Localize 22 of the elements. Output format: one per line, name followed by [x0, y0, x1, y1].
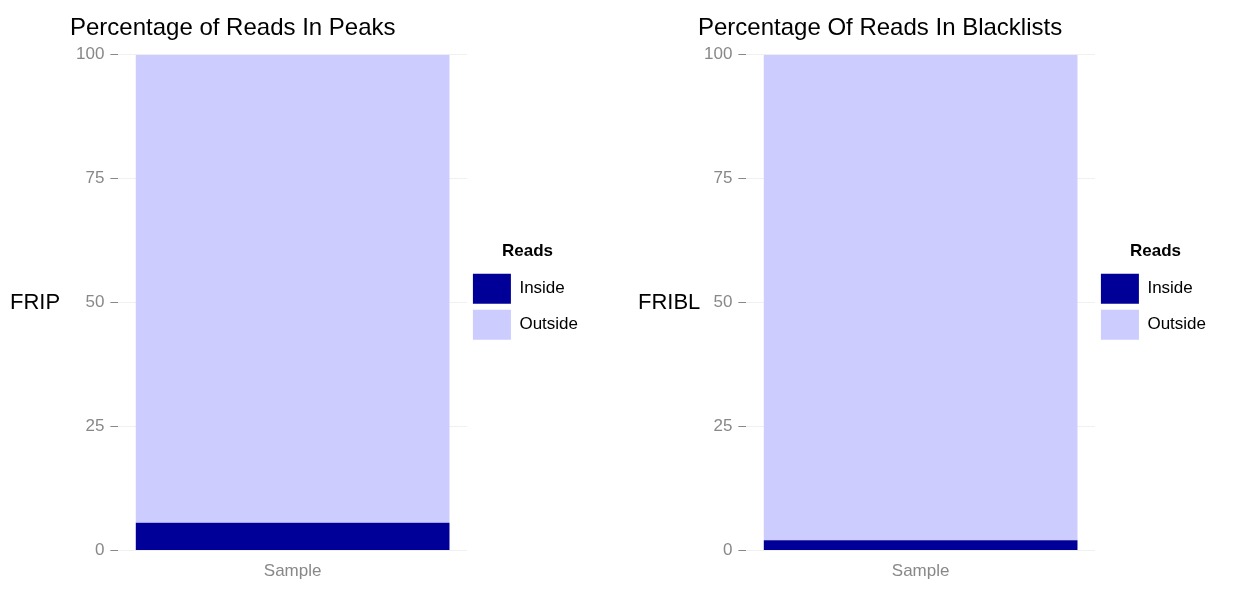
y-tick-label: 75: [713, 168, 733, 188]
x-tick-label: Sample: [263, 561, 322, 581]
x-tick-label: Sample: [891, 561, 950, 581]
y-tick-label: 0: [94, 540, 105, 560]
y-tick-label: 25: [713, 416, 733, 436]
y-axis-title: FRIP: [10, 288, 61, 314]
legend-label: Inside: [519, 278, 565, 298]
y-tick-label: 50: [713, 292, 733, 312]
legend-label: Inside: [1147, 278, 1193, 298]
legend-label: Outside: [1147, 314, 1207, 334]
y-tick-label: 0: [722, 540, 733, 560]
y-tick-label: 75: [85, 168, 105, 188]
y-tick-label: 25: [85, 416, 105, 436]
y-axis-title: FRIBL: [638, 288, 701, 314]
legend-title: Reads: [1129, 241, 1181, 261]
y-tick-label: 100: [75, 44, 105, 64]
y-tick-label: 100: [703, 44, 733, 64]
y-tick-label: 50: [85, 292, 105, 312]
legend-label: Outside: [519, 314, 579, 334]
chart-title: Percentage of Reads In Peaks: [70, 13, 396, 41]
chart-title: Percentage Of Reads In Blacklists: [698, 13, 1063, 41]
legend-title: Reads: [501, 241, 553, 261]
